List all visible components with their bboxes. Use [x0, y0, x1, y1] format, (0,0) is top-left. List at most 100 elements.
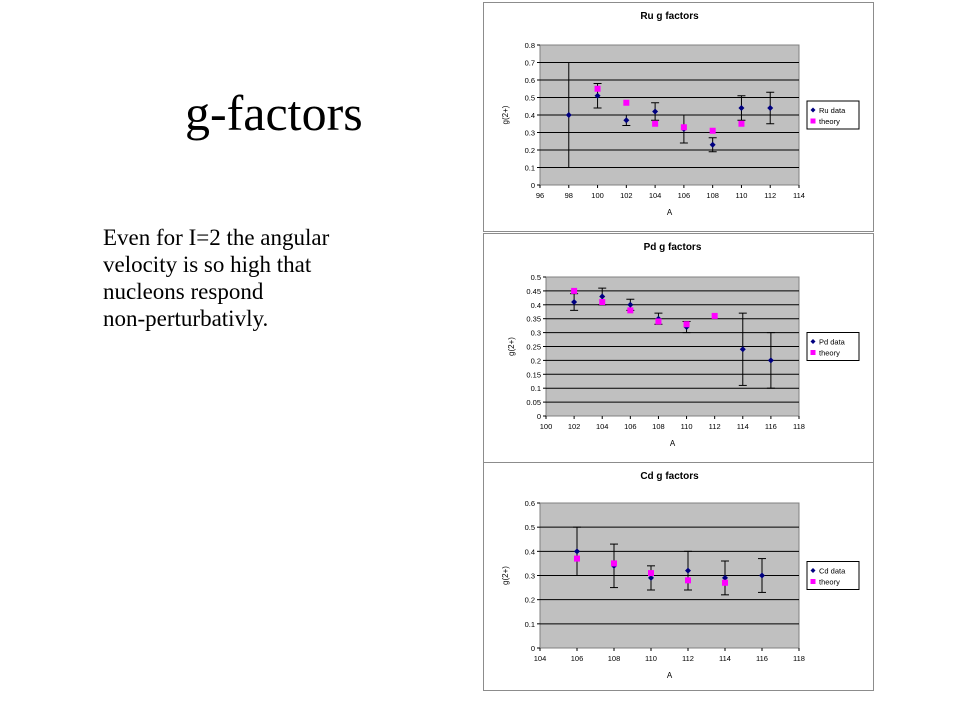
x-tick-label: 96 [536, 191, 544, 200]
y-tick-label: 0.35 [526, 315, 541, 324]
ru-g-factors-chart: Ru g factors 0 0.1 0.2 0.3 0.4 0.5 0.6 0.7 0.8 96 9… [501, 11, 860, 217]
x-tick-label: 104 [596, 422, 609, 431]
y-tick-label: 0.5 [531, 273, 541, 282]
y-tick-label: 0.05 [526, 398, 541, 407]
legend-marker-data [810, 107, 816, 113]
legend-box [806, 100, 860, 130]
y-axis-label: g(2+) [501, 566, 510, 585]
body-text-line: velocity is so high that [103, 252, 312, 277]
legend-label: Ru data [819, 106, 846, 115]
theory-point [722, 579, 728, 586]
x-tick-label: 108 [652, 422, 665, 431]
x-tick-label: 110 [735, 191, 747, 200]
x-tick-label: 104 [649, 191, 662, 200]
slide-body-text: Even for I=2 the angular velocity is so … [103, 224, 443, 332]
legend-box [806, 561, 860, 590]
theory-point [652, 120, 659, 127]
x-tick-label: 104 [534, 654, 547, 663]
x-tick-label: 106 [624, 422, 637, 431]
legend-marker-theory [810, 118, 816, 124]
data-point [709, 141, 716, 148]
x-tick-label: 108 [706, 191, 719, 200]
x-tick-label: 112 [764, 191, 776, 200]
data-point [739, 346, 746, 353]
y-tick-label: 0.1 [531, 384, 541, 393]
y-tick-label: 0 [531, 181, 535, 190]
theory-point [627, 307, 634, 314]
theory-point [574, 555, 580, 562]
y-tick-label: 0.6 [525, 76, 535, 85]
y-tick-label: 0.3 [531, 329, 541, 338]
x-tick-label: 108 [608, 654, 621, 663]
x-tick-label: 102 [620, 191, 633, 200]
data-point [685, 567, 691, 574]
y-axis-label: g(2+) [507, 337, 516, 356]
data-point [767, 105, 774, 111]
x-tick-label: 100 [540, 422, 553, 431]
legend-marker-data [810, 339, 816, 344]
body-text-line: Even for I=2 the angular [103, 225, 330, 250]
theory-point [738, 120, 745, 127]
y-axis-label: g(2+) [501, 105, 510, 124]
x-tick-label: 118 [793, 422, 805, 431]
y-tick-label: 0.4 [525, 111, 535, 120]
y-tick-label: 0.2 [531, 356, 541, 365]
data-point [599, 293, 606, 300]
x-tick-label: 116 [765, 422, 777, 431]
data-point [759, 572, 765, 579]
theory-point [648, 570, 654, 577]
data-point [574, 548, 580, 555]
y-tick-label: 0.3 [525, 572, 535, 581]
theory-point [623, 99, 630, 106]
y-tick-label: 0.6 [525, 499, 535, 508]
y-tick-label: 0.15 [526, 370, 541, 379]
legend-label: theory [819, 349, 840, 358]
x-tick-label: 102 [568, 422, 581, 431]
y-tick-label: 0.45 [526, 287, 541, 296]
data-point [627, 301, 634, 308]
chart-title: Ru g factors [640, 11, 699, 22]
cd-chart-panel: Cd g factors 0 0.1 0.2 0.3 0.4 0.5 0.6 104 106 108… [483, 462, 874, 691]
x-tick-label: 112 [709, 422, 721, 431]
theory-point [611, 560, 617, 567]
slide-title: g-factors [185, 85, 363, 141]
x-tick-label: 106 [571, 654, 584, 663]
y-tick-label: 0.4 [525, 547, 535, 556]
theory-point [680, 124, 687, 131]
theory-point [683, 321, 690, 328]
x-tick-label: 98 [565, 191, 573, 200]
theory-point [685, 577, 691, 584]
theory-point [655, 318, 662, 325]
data-point [648, 574, 654, 581]
data-point [623, 117, 630, 124]
data-point [738, 105, 745, 111]
legend-label: theory [819, 117, 840, 126]
x-tick-label: 106 [678, 191, 691, 200]
y-tick-label: 0 [531, 644, 535, 653]
data-point [722, 574, 728, 581]
x-tick-label: 114 [737, 422, 749, 431]
x-axis-label: A [667, 208, 673, 217]
theory-point [571, 287, 578, 294]
y-tick-label: 0.7 [525, 59, 535, 68]
pd-chart-panel: Pd g factors 0 0.05 0.1 0.15 0.2 0.25 0.3 0.35 0.… [483, 233, 874, 463]
x-axis-label: A [667, 671, 673, 680]
cd-g-factors-chart: Cd g factors 0 0.1 0.2 0.3 0.4 0.5 0.6 104 106 108… [501, 471, 860, 680]
body-text-line: non-perturbativly. [103, 306, 269, 331]
x-tick-label: 110 [681, 422, 693, 431]
theory-point [599, 299, 606, 306]
y-tick-label: 0.8 [525, 41, 535, 50]
y-tick-label: 0.2 [525, 596, 535, 605]
data-point [767, 357, 774, 364]
chart-title: Cd g factors [640, 471, 699, 482]
y-tick-label: 0.3 [525, 129, 535, 138]
data-point [652, 108, 659, 115]
y-tick-label: 0.4 [531, 301, 541, 310]
data-point [565, 112, 572, 118]
legend-label: Cd data [819, 567, 846, 576]
legend-label: Pd data [819, 338, 846, 347]
x-tick-label: 100 [591, 191, 604, 200]
x-tick-label: 114 [793, 191, 805, 200]
x-axis-label: A [670, 439, 676, 448]
y-tick-label: 0.5 [525, 523, 535, 532]
